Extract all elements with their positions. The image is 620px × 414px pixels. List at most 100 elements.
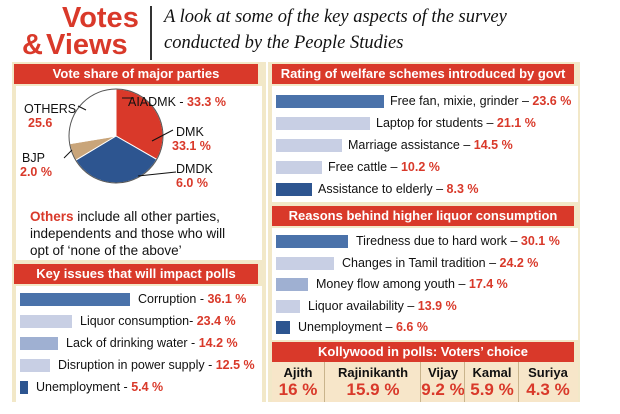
welfare-category-3: Marriage assistance – [348, 138, 474, 152]
kollywood-cell-suriya: Suriya 4.3 % [518, 362, 577, 402]
vote-share-title: Vote share of major parties [14, 64, 258, 84]
issues-value-3: 14.2 % [198, 336, 238, 350]
welfare-value-1: 23.6 % [532, 94, 572, 108]
liquor-label-3: Money flow among youth – 17.4 % [316, 276, 508, 292]
pie-label-others: OTHERS [24, 102, 76, 116]
pie-leader-others [77, 105, 87, 111]
liquor-value-1: 30.1 % [520, 234, 560, 248]
kollywood-name-kamal: Kamal [472, 365, 512, 380]
welfare-category-2: Laptop for students – [376, 116, 497, 130]
issues-category-1: Corruption - [138, 292, 208, 306]
kollywood-cell-kamal: Kamal 5.9 % [464, 362, 519, 402]
pie-label-dmdk: DMDK [176, 162, 213, 176]
subtitle-line1: A look at some of the key aspects of the… [164, 7, 507, 27]
welfare-label-5: Assistance to elderly – 8.3 % [318, 181, 479, 197]
liquor-category-5: Unemployment – [298, 320, 396, 334]
pie-label-aiadmk: AIADMK - 33.3 % [128, 95, 226, 109]
key-issues-title: Key issues that will impact polls [14, 264, 258, 284]
issues-bar-3 [20, 337, 58, 350]
pie-note-highlight: Others [30, 209, 74, 224]
kollywood-name-ajith: Ajith [283, 365, 313, 380]
liquor-label-2: Changes in Tamil tradition – 24.2 % [342, 255, 538, 271]
liquor-category-1: Tiredness due to hard work – [356, 234, 521, 248]
welfare-value-2: 21.1 % [496, 116, 536, 130]
header: Votes & Views A look at some of the key … [0, 0, 620, 62]
issues-value-1: 36.1 % [207, 292, 247, 306]
kollywood-value-rajinikanth: 15.9 % [346, 380, 400, 399]
kollywood-name-suriya: Suriya [528, 365, 568, 380]
pie-leader-dmdk [137, 171, 177, 177]
liquor-panel: Tiredness due to hard work – 30.1 % Chang… [272, 228, 578, 340]
liquor-value-3: 17.4 % [468, 277, 508, 291]
kollywood-value-kamal: 5.9 % [470, 380, 514, 399]
issues-bar-1 [20, 293, 130, 306]
issues-value-5: 5.4 % [131, 380, 164, 394]
welfare-bar-3 [276, 139, 342, 152]
kollywood-panel: Ajith 16 % Rajinikanth 15.9 % Vijay 9.2 % Kama… [272, 362, 578, 402]
liquor-bar-1 [276, 235, 348, 248]
issues-label-3: Lack of drinking water - 14.2 % [66, 335, 238, 351]
liquor-bar-4 [276, 299, 300, 313]
pie-note-line1: Others include all other parties, [30, 209, 220, 225]
issues-label-5: Unemployment - 5.4 % [36, 379, 163, 395]
pie-label-dmk: DMK [176, 125, 204, 139]
issues-category-3: Lack of drinking water - [66, 336, 199, 350]
issues-category-4: Disruption in power supply - [58, 358, 216, 372]
welfare-category-1: Free fan, mixie, grinder – [390, 94, 533, 108]
liquor-label-4: Liquor availability – 13.9 % [308, 298, 457, 314]
welfare-panel: Free fan, mixie, grinder – 23.6 % Laptop … [272, 86, 578, 202]
liquor-bar-2 [276, 256, 334, 270]
issues-label-2: Liquor consumption- 23.4 % [80, 313, 236, 329]
issues-bar-2 [20, 315, 72, 328]
kollywood-value-vijay: 9.2 % [421, 380, 465, 399]
welfare-title: Rating of welfare schemes introduced by … [272, 64, 574, 84]
issues-value-2: 23.4 % [196, 314, 236, 328]
key-issues-panel: Corruption - 36.1 % Liquor consumption- 2… [16, 286, 262, 402]
welfare-category-5: Assistance to elderly – [318, 182, 447, 196]
title-views: Views [46, 29, 128, 61]
pie-label-bjp: BJP [22, 151, 45, 165]
issues-label-1: Corruption - 36.1 % [138, 291, 246, 307]
liquor-category-2: Changes in Tamil tradition – [342, 255, 500, 270]
liquor-label-5: Unemployment – 6.6 % [298, 319, 428, 335]
kollywood-name-rajinikanth: Rajinikanth [337, 365, 409, 380]
pie-value-bjp: 2.0 % [20, 165, 52, 179]
welfare-value-4: 10.2 % [400, 160, 440, 174]
pie-note-line2: independents and those who will [30, 226, 226, 241]
liquor-value-4: 13.9 % [417, 298, 457, 313]
kollywood-value-ajith: 16 % [278, 380, 318, 399]
pie-note-line3: opt of ‘none of the above’ [30, 243, 182, 258]
kollywood-cell-rajinikanth: Rajinikanth 15.9 % [324, 362, 421, 402]
pie-value-dmk: 33.1 % [172, 139, 211, 153]
header-divider [150, 6, 152, 60]
liquor-value-2: 24.2 % [499, 255, 539, 270]
welfare-value-5: 8.3 % [446, 182, 479, 196]
liquor-bar-3 [276, 278, 308, 291]
vote-share-panel: AIADMK - 33.3 % DMK 33.1 % DMDK 6.0 % BJP 2.0 … [16, 86, 262, 260]
liquor-value-5: 6.6 % [395, 320, 428, 334]
welfare-bar-1 [276, 95, 384, 108]
liquor-category-4: Liquor availability – [308, 298, 418, 313]
issues-bar-4 [20, 359, 50, 372]
pie-value-others: 25.6 [28, 116, 52, 130]
kollywood-cell-vijay: Vijay 9.2 % [420, 362, 465, 402]
subtitle-line2: conducted by the People Studies [164, 33, 404, 53]
liquor-category-3: Money flow among youth – [316, 277, 469, 291]
welfare-label-4: Free cattle – 10.2 % [328, 159, 440, 175]
welfare-category-4: Free cattle – [328, 160, 401, 174]
title-ampersand: & [22, 29, 43, 61]
issues-category-5: Unemployment - [36, 380, 132, 394]
welfare-value-3: 14.5 % [473, 138, 513, 152]
pie-leader-dmk [151, 129, 174, 142]
pie-outline [68, 88, 164, 184]
liquor-title: Reasons behind higher liquor consumption [272, 206, 574, 226]
welfare-label-2: Laptop for students – 21.1 % [376, 115, 536, 131]
welfare-label-3: Marriage assistance – 14.5 % [348, 137, 513, 153]
welfare-bar-2 [276, 117, 370, 130]
welfare-bar-4 [276, 161, 322, 174]
pie-note-text1: include all other parties, [73, 209, 220, 224]
issues-label-4: Disruption in power supply - 12.5 % [58, 357, 255, 373]
liquor-label-1: Tiredness due to hard work – 30.1 % [356, 233, 560, 249]
kollywood-title: Kollywood in polls: Voters’ choice [272, 342, 574, 362]
